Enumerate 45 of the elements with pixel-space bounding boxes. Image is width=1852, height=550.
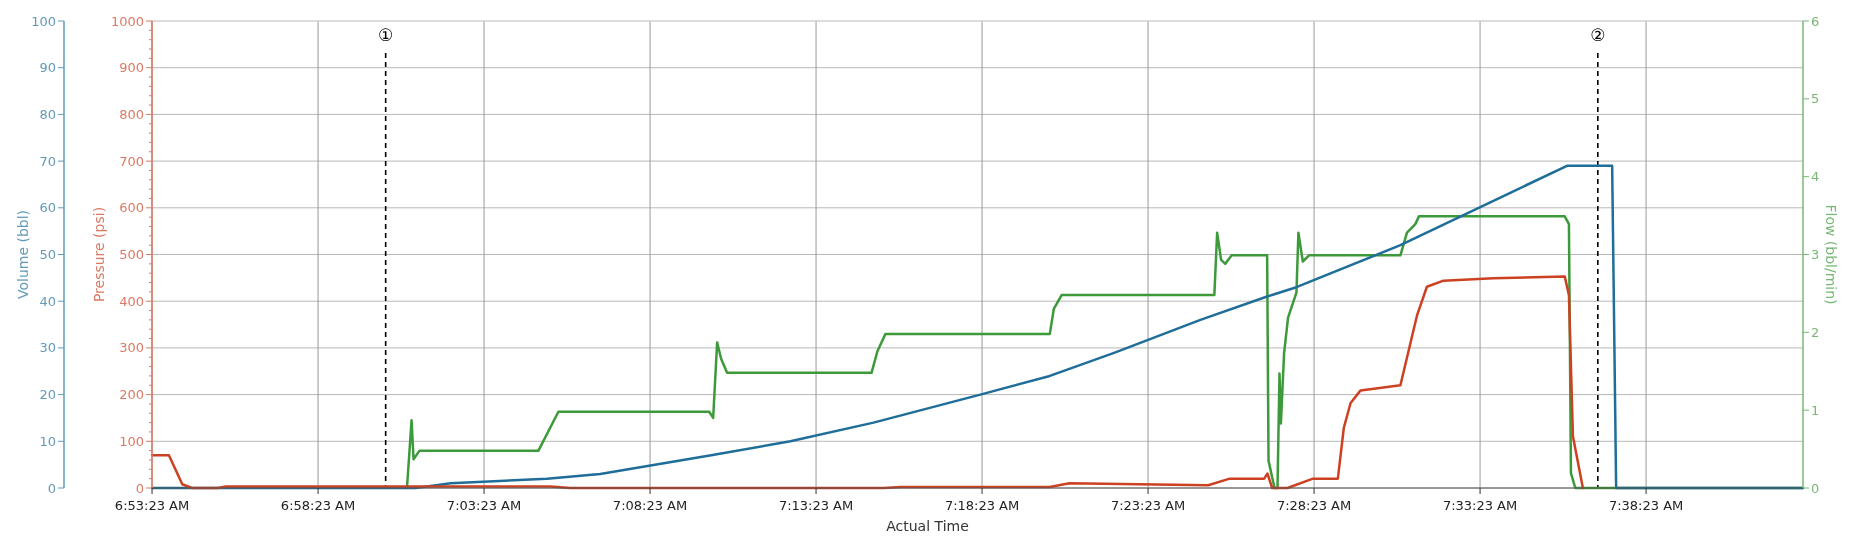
ref-line-label: ② — [1590, 25, 1606, 45]
y-tick-label: 800 — [119, 106, 144, 122]
x-axis-title: Actual Time — [886, 518, 969, 534]
x-tick-label: 7:23:23 AM — [1110, 498, 1186, 513]
y2-tick-label: 80 — [39, 106, 56, 122]
x-tick-label: 7:38:23 AM — [1608, 498, 1684, 513]
x-tick-label: 7:28:23 AM — [1276, 498, 1352, 513]
y2-tick-label: 0 — [47, 480, 56, 496]
x-tick-label: 7:08:23 AM — [612, 498, 688, 513]
x-tick-label: 7:13:23 AM — [778, 498, 854, 513]
y-tick-label: 700 — [119, 153, 144, 169]
y3-axis-title: Flow (bbl/min) — [1823, 204, 1839, 305]
y2-tick-label: 100 — [31, 13, 56, 29]
y-tick-label: 500 — [119, 247, 144, 263]
y-tick-label: 0 — [135, 480, 144, 496]
y3-tick-label: 1 — [1811, 402, 1820, 418]
y2-axis-title: Volume (bbl) — [15, 209, 31, 300]
y3-tick-label: 5 — [1811, 91, 1820, 107]
y-tick-label: 900 — [119, 60, 144, 76]
y-tick-label: 1000 — [110, 13, 144, 29]
y-tick-label: 100 — [119, 433, 144, 449]
y-tick-label: 300 — [119, 340, 144, 356]
x-tick-label: 6:58:23 AM — [280, 498, 356, 513]
y3-tick-label: 6 — [1811, 13, 1820, 29]
y-tick-label: 600 — [119, 200, 144, 216]
y2-tick-label: 70 — [39, 153, 56, 169]
y2-tick-label: 60 — [39, 200, 56, 216]
y-tick-label: 400 — [119, 293, 144, 309]
y2-tick-label: 40 — [39, 293, 56, 309]
x-tick-label: 7:33:23 AM — [1442, 498, 1518, 513]
x-tick-label: 7:03:23 AM — [446, 498, 522, 513]
y-tick-label: 200 — [119, 387, 144, 403]
y2-tick-label: 20 — [39, 387, 56, 403]
ref-line-label: ① — [378, 25, 394, 45]
y2-tick-label: 50 — [39, 247, 56, 263]
y2-tick-label: 30 — [39, 340, 56, 356]
x-tick-label: 6:53:23 AM — [114, 498, 190, 513]
y-axis-title: Pressure (psi) — [91, 206, 107, 303]
y3-tick-label: 3 — [1811, 247, 1820, 263]
y3-tick-label: 0 — [1811, 480, 1820, 496]
y2-tick-label: 10 — [39, 433, 56, 449]
x-tick-label: 7:18:23 AM — [944, 498, 1020, 513]
y2-tick-label: 90 — [39, 60, 56, 76]
y3-tick-label: 2 — [1811, 324, 1820, 340]
y3-tick-label: 4 — [1811, 169, 1820, 185]
